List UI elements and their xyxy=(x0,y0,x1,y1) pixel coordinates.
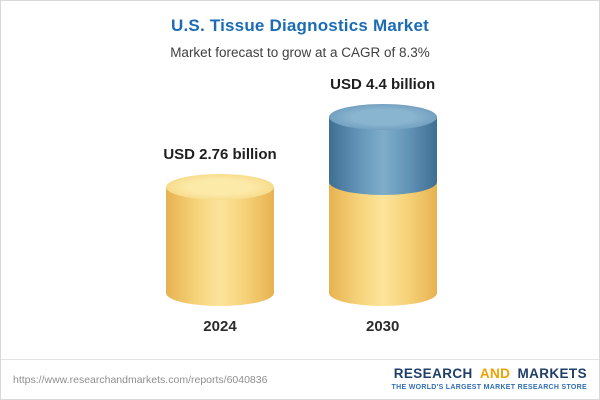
footer: https://www.researchandmarkets.com/repor… xyxy=(1,359,599,399)
bar-2024-top-face xyxy=(165,174,274,200)
brand-logo: RESEARCH AND MARKETS THE WORLD'S LARGEST… xyxy=(392,366,587,393)
brand-name: RESEARCH AND MARKETS xyxy=(392,366,587,383)
value-label-2024: USD 2.76 billion xyxy=(163,146,277,163)
chart-title: U.S. Tissue Diagnostics Market xyxy=(171,16,429,35)
bar-2030-growth-segment xyxy=(328,104,437,195)
bar-2030-top-face xyxy=(328,104,437,130)
brand-word-research: RESEARCH xyxy=(393,366,473,382)
axis-label-2024: 2024 xyxy=(203,318,237,335)
bar-group-2024: USD 2.76 billion 2024 xyxy=(163,146,276,335)
brand-word-and: AND xyxy=(479,366,511,382)
value-label-2030: USD 4.4 billion xyxy=(330,76,436,93)
brand-tagline: THE WORLD'S LARGEST MARKET RESEARCH STOR… xyxy=(391,384,587,392)
brand-word-markets: MARKETS xyxy=(517,366,587,382)
chart-subtitle: Market forecast to grow at a CAGR of 8.3… xyxy=(170,45,430,60)
source-url-link[interactable]: https://www.researchandmarkets.com/repor… xyxy=(13,373,268,386)
bar-2030 xyxy=(328,104,437,306)
axis-label-2030: 2030 xyxy=(365,318,400,335)
bar-group-2030: USD 4.4 billion 2030 xyxy=(328,76,437,335)
chart-header: U.S. Tissue Diagnostics Market Market fo… xyxy=(1,1,599,60)
bar-2024 xyxy=(165,174,274,306)
bar-chart: USD 2.76 billion 2024 USD 4.4 billion 20… xyxy=(1,60,599,359)
